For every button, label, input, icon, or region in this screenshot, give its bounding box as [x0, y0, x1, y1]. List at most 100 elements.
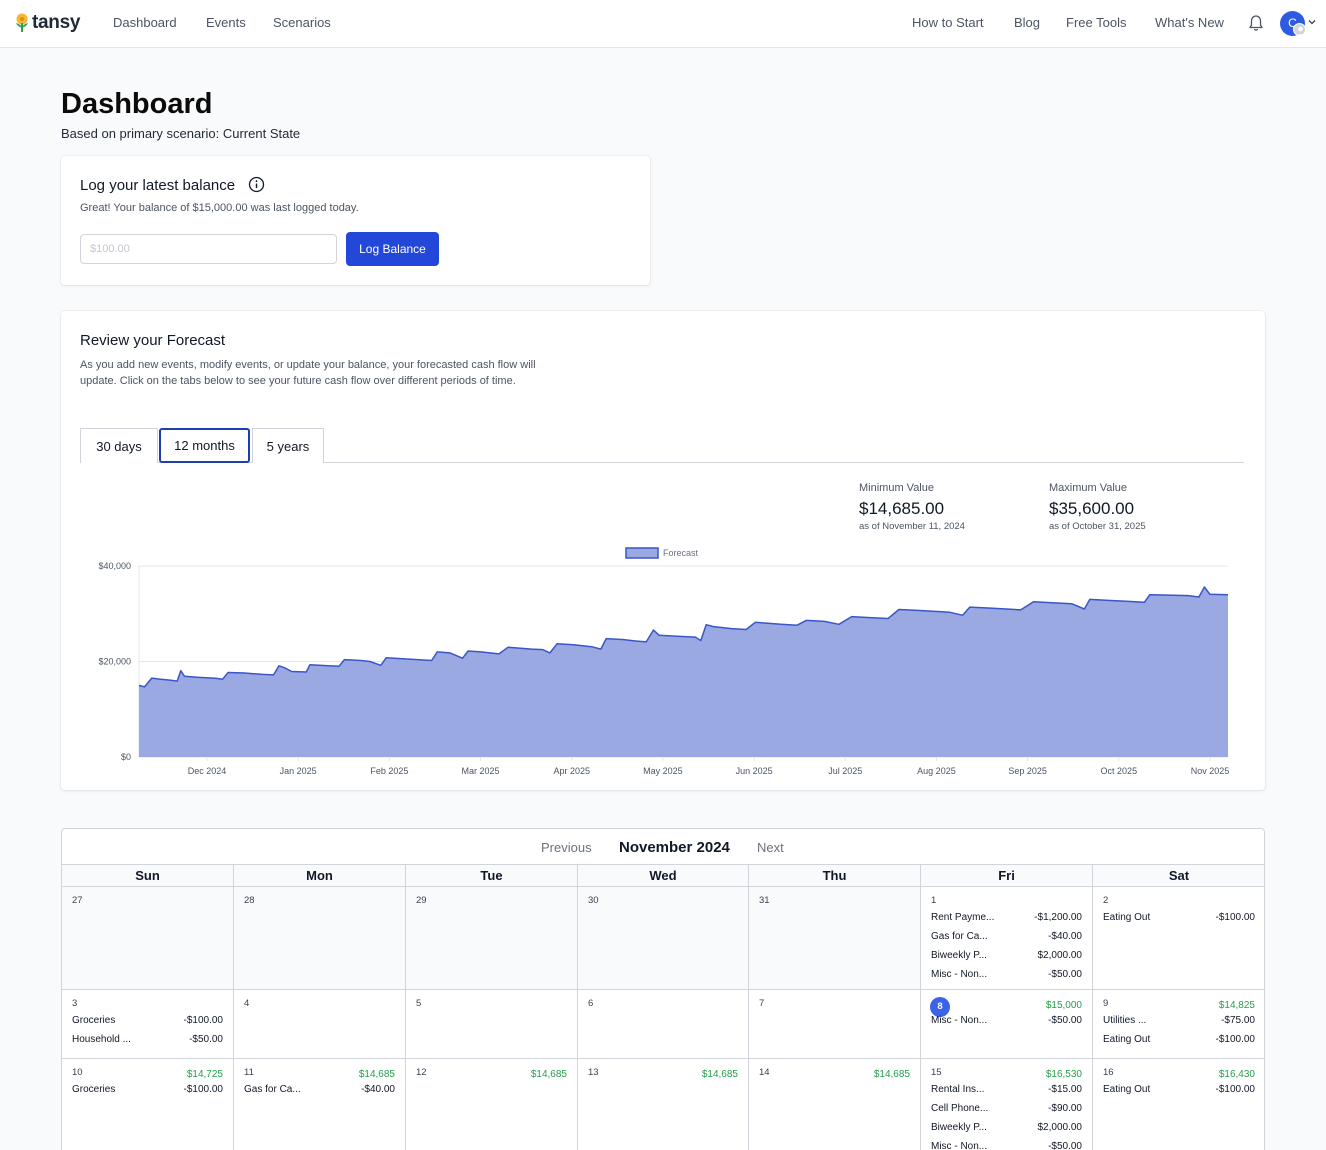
calendar-day-cell[interactable]: 10 $14,725 Groceries -$100.00: [62, 1059, 234, 1150]
tab-5-years[interactable]: 5 years: [252, 428, 324, 463]
x-tick-label: Jun 2025: [736, 766, 773, 776]
calendar-day-cell[interactable]: 1 Rent Payme... -$1,200.00 Gas for Ca... -$4…: [921, 887, 1093, 990]
event-name: Misc - Non...: [931, 1141, 988, 1150]
day-number: 13: [588, 1067, 599, 1078]
calendar-day-cell[interactable]: 11 $14,685 Gas for Ca... -$40.00: [234, 1059, 406, 1150]
event-amount: -$40.00: [1048, 931, 1082, 942]
y-tick-label: $0: [121, 752, 131, 762]
legend-label: Forecast: [663, 548, 699, 558]
event-amount: -$50.00: [1048, 1141, 1082, 1150]
calendar-day-cell[interactable]: 3 Groceries -$100.00 Household ... -$50.00: [62, 990, 234, 1059]
logo[interactable]: tansy: [14, 12, 80, 34]
page-subtitle: Based on primary scenario: Current State: [61, 126, 301, 141]
calendar-day-cell[interactable]: 9 $14,825 Utilities ... -$75.00 Eating Out -$…: [1093, 990, 1264, 1059]
tab-30-days[interactable]: 30 days: [80, 428, 158, 463]
nav-blog[interactable]: Blog: [1014, 15, 1041, 30]
min-value-label: Minimum Value: [859, 482, 934, 494]
weekday-header-sat: Sat: [1093, 864, 1264, 887]
calendar-day-cell[interactable]: 5: [406, 990, 578, 1059]
nav-scenarios[interactable]: Scenarios: [273, 15, 331, 30]
calendar-event[interactable]: Cell Phone... -$90.00: [931, 1103, 1082, 1117]
calendar-event[interactable]: Misc - Non... -$50.00: [931, 1015, 1082, 1029]
calendar-event[interactable]: Misc - Non... -$50.00: [931, 969, 1082, 983]
event-name: Misc - Non...: [931, 1015, 988, 1026]
day-balance: $16,530: [1045, 1069, 1082, 1080]
calendar-event[interactable]: Groceries -$100.00: [72, 1015, 223, 1029]
day-number: 29: [416, 895, 427, 906]
log-balance-message: Great! Your balance of $15,000.00 was la…: [80, 202, 359, 214]
calendar-event[interactable]: Rent Payme... -$1,200.00: [931, 912, 1082, 926]
calendar-day-cell[interactable]: 6: [578, 990, 749, 1059]
calendar-day-cell[interactable]: 31: [749, 887, 921, 990]
tab-12-months[interactable]: 12 months: [159, 428, 250, 463]
calendar-day-cell[interactable]: 15 $16,530 Rental Ins... -$15.00 Cell Phone.…: [921, 1059, 1093, 1150]
event-name: Eating Out: [1103, 1034, 1151, 1045]
calendar-day-cell[interactable]: 29: [406, 887, 578, 990]
day-number: 27: [72, 895, 83, 906]
calendar-day-cell[interactable]: 16 $16,430 Eating Out -$100.00: [1093, 1059, 1264, 1150]
calendar-day-cell[interactable]: 28: [234, 887, 406, 990]
weekday-header-fri: Fri: [921, 864, 1093, 887]
calendar-day-cell[interactable]: 8 $15,000 Misc - Non... -$50.00: [921, 990, 1093, 1059]
calendar-day-cell[interactable]: 7: [749, 990, 921, 1059]
event-name: Gas for Ca...: [244, 1084, 301, 1095]
min-value-date: as of November 11, 2024: [859, 521, 965, 532]
calendar-day-cell[interactable]: 14 $14,685: [749, 1059, 921, 1150]
day-balance: $16,430: [1218, 1069, 1255, 1080]
calendar: Previous November 2024 Next Sun Mon Tue Wed…: [61, 828, 1265, 1150]
event-amount: -$50.00: [1048, 1015, 1082, 1026]
calendar-event[interactable]: Rental Ins... -$15.00: [931, 1084, 1082, 1098]
day-balance: $14,725: [186, 1069, 223, 1080]
event-amount: -$100.00: [1215, 1034, 1255, 1045]
weekday-header-mon: Mon: [234, 864, 406, 887]
calendar-event[interactable]: Gas for Ca... -$40.00: [244, 1084, 395, 1098]
calendar-event[interactable]: Eating Out -$100.00: [1103, 1034, 1255, 1048]
info-icon[interactable]: [248, 176, 265, 193]
calendar-day-cell[interactable]: 27: [62, 887, 234, 990]
calendar-event[interactable]: Eating Out -$100.00: [1103, 912, 1255, 926]
x-tick-label: May 2025: [643, 766, 683, 776]
forecast-chart: $0 $20,000 $40,000 Dec 2024 Jan 2025 Feb 2025…: [98, 547, 1229, 776]
bell-icon[interactable]: [1248, 14, 1264, 32]
nav-whats-new[interactable]: What's New: [1155, 15, 1224, 30]
user-menu[interactable]: C: [1280, 11, 1318, 37]
balance-input[interactable]: [80, 234, 337, 264]
event-name: Rent Payme...: [931, 912, 995, 923]
legend-swatch: [625, 547, 659, 559]
forecast-card: Review your Forecast As you add new even…: [61, 311, 1265, 790]
weekday-header-tue: Tue: [406, 864, 578, 887]
log-balance-button[interactable]: Log Balance: [346, 232, 439, 266]
calendar-event[interactable]: Groceries -$100.00: [72, 1084, 223, 1098]
day-number: 4: [244, 998, 250, 1009]
calendar-event[interactable]: Utilities ... -$75.00: [1103, 1015, 1255, 1029]
calendar-day-cell[interactable]: 13 $14,685: [578, 1059, 749, 1150]
event-name: Gas for Ca...: [931, 931, 988, 942]
calendar-day-cell[interactable]: 12 $14,685: [406, 1059, 578, 1150]
calendar-event[interactable]: Biweekly P... $2,000.00: [931, 950, 1082, 964]
calendar-event[interactable]: Household ... -$50.00: [72, 1034, 223, 1048]
event-amount: $2,000.00: [1037, 1122, 1083, 1133]
x-tick-label: Oct 2025: [1101, 766, 1138, 776]
chevron-down-icon: [1308, 20, 1316, 25]
nav-dashboard[interactable]: Dashboard: [113, 15, 177, 30]
nav-free-tools[interactable]: Free Tools: [1066, 15, 1127, 30]
weekday-header-wed: Wed: [578, 864, 749, 887]
day-number: 10: [72, 1067, 83, 1078]
calendar-day-cell[interactable]: 30: [578, 887, 749, 990]
calendar-previous-button[interactable]: Previous: [541, 840, 592, 855]
tabs-divider: [80, 462, 1244, 463]
calendar-next-button[interactable]: Next: [757, 840, 784, 855]
calendar-day-cell[interactable]: 4: [234, 990, 406, 1059]
weekday-header-sun: Sun: [62, 864, 234, 887]
calendar-event[interactable]: Misc - Non... -$50.00: [931, 1141, 1082, 1150]
nav-how-to-start[interactable]: How to Start: [912, 15, 984, 30]
x-tick-label: Aug 2025: [917, 766, 956, 776]
event-amount: -$100.00: [1215, 912, 1255, 923]
calendar-event[interactable]: Gas for Ca... -$40.00: [931, 931, 1082, 945]
forecast-description: As you add new events, modify events, or…: [80, 359, 536, 387]
x-tick-label: Jul 2025: [828, 766, 862, 776]
calendar-day-cell[interactable]: 2 Eating Out -$100.00: [1093, 887, 1264, 990]
calendar-event[interactable]: Biweekly P... $2,000.00: [931, 1122, 1082, 1136]
calendar-event[interactable]: Eating Out -$100.00: [1103, 1084, 1255, 1098]
nav-events[interactable]: Events: [206, 15, 246, 30]
